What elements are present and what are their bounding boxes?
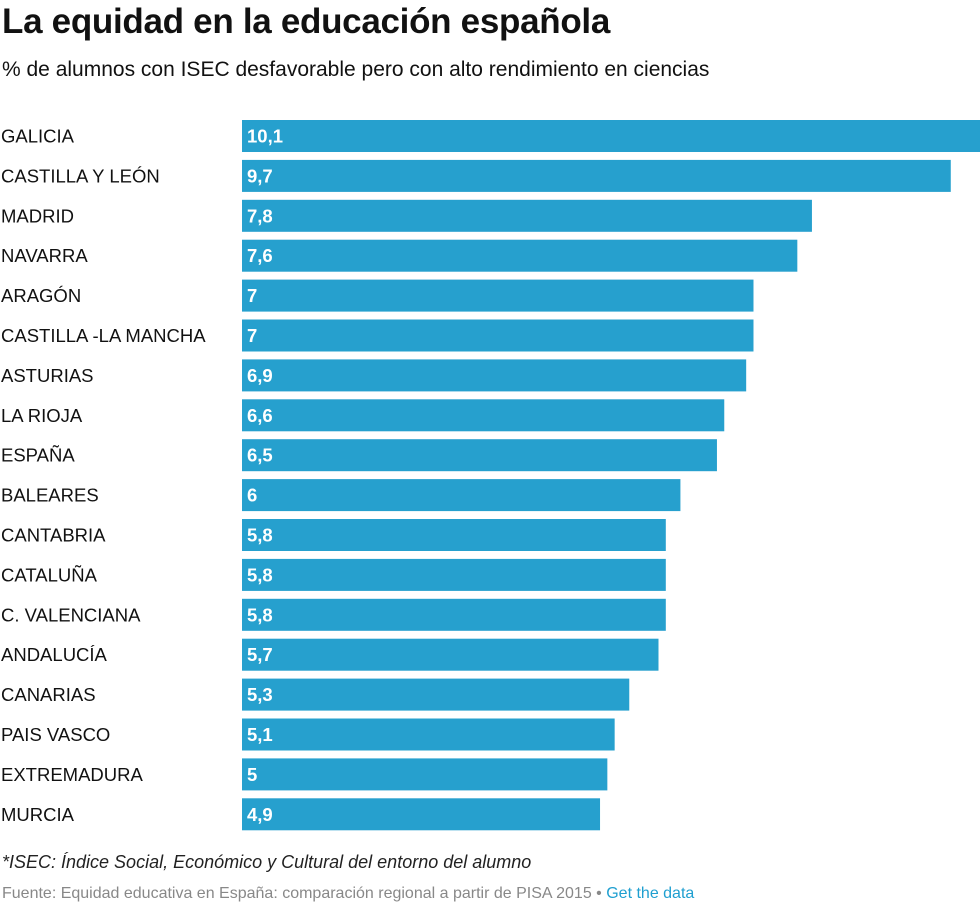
bar[interactable] bbox=[242, 519, 666, 551]
category-label: CANTABRIA bbox=[1, 525, 106, 546]
bar[interactable] bbox=[242, 678, 630, 711]
category-label: EXTREMADURA bbox=[1, 764, 144, 785]
bar-value-label: 10,1 bbox=[247, 126, 283, 147]
category-label: C. VALENCIANA bbox=[1, 604, 141, 625]
bar[interactable] bbox=[242, 638, 659, 671]
category-label: ESPAÑA bbox=[1, 445, 75, 466]
bar[interactable] bbox=[242, 758, 608, 791]
chart-subtitle: % de alumnos con ISEC desfavorable pero … bbox=[2, 58, 710, 81]
category-label: BALEARES bbox=[1, 485, 99, 506]
bar[interactable] bbox=[242, 159, 951, 192]
category-label: NAVARRA bbox=[1, 245, 88, 266]
category-label: MURCIA bbox=[1, 804, 75, 825]
bar[interactable] bbox=[242, 558, 666, 591]
bar-value-label: 6,5 bbox=[247, 445, 273, 466]
bar[interactable] bbox=[242, 439, 717, 472]
footnote: *ISEC: Índice Social, Económico y Cultur… bbox=[2, 852, 532, 872]
bar-value-label: 6,9 bbox=[247, 365, 273, 386]
bar-value-label: 9,7 bbox=[247, 165, 273, 186]
category-label: MADRID bbox=[1, 205, 74, 226]
category-label: ARAGÓN bbox=[1, 285, 81, 306]
bar-value-label: 7,6 bbox=[247, 245, 273, 266]
bar-value-label: 6,6 bbox=[247, 405, 273, 426]
bar[interactable] bbox=[242, 279, 754, 312]
bar-value-label: 5,8 bbox=[247, 604, 273, 625]
category-label: LA RIOJA bbox=[1, 405, 83, 426]
category-label: CATALUÑA bbox=[1, 564, 98, 585]
bar[interactable] bbox=[242, 399, 725, 432]
bar[interactable] bbox=[242, 598, 666, 631]
bar-value-label: 7,8 bbox=[247, 205, 273, 226]
category-label: ANDALUCÍA bbox=[1, 644, 108, 665]
bar-value-label: 6 bbox=[247, 485, 257, 506]
category-label: GALICIA bbox=[1, 126, 75, 147]
bar[interactable] bbox=[242, 120, 980, 152]
bar-value-label: 7 bbox=[247, 325, 257, 346]
bar[interactable] bbox=[242, 199, 812, 232]
source-line: Fuente: Equidad educativa en España: com… bbox=[2, 885, 694, 903]
source-separator: • bbox=[591, 885, 607, 902]
bar[interactable] bbox=[242, 319, 754, 352]
bar[interactable] bbox=[242, 798, 601, 831]
chart-title: La equidad en la educación española bbox=[2, 2, 610, 41]
source-text: Fuente: Equidad educativa en España: com… bbox=[2, 885, 592, 902]
category-label: PAIS VASCO bbox=[1, 724, 110, 745]
bar[interactable] bbox=[242, 479, 681, 512]
bar-chart: GALICIA 10,1 CASTILLA Y LEÓN 9,7 MADRID 7,8 NA… bbox=[1, 120, 980, 831]
bar-value-label: 5,8 bbox=[247, 564, 273, 585]
bar-value-label: 5,1 bbox=[247, 724, 273, 745]
bar-value-label: 5,7 bbox=[247, 644, 273, 665]
category-label: CASTILLA Y LEÓN bbox=[1, 165, 160, 186]
bar-value-label: 4,9 bbox=[247, 804, 273, 825]
bar[interactable] bbox=[242, 239, 798, 272]
category-label: ASTURIAS bbox=[1, 365, 94, 386]
bar[interactable] bbox=[242, 718, 615, 751]
bar-value-label: 5,3 bbox=[247, 684, 273, 705]
get-the-data-link[interactable]: Get the data bbox=[606, 885, 695, 902]
bar[interactable] bbox=[242, 359, 747, 392]
bar-value-label: 5,8 bbox=[247, 525, 273, 546]
bar-value-label: 7 bbox=[247, 285, 257, 306]
bar-value-label: 5 bbox=[247, 764, 257, 785]
category-label: CASTILLA -LA MANCHA bbox=[1, 325, 206, 346]
category-label: CANARIAS bbox=[1, 684, 96, 705]
